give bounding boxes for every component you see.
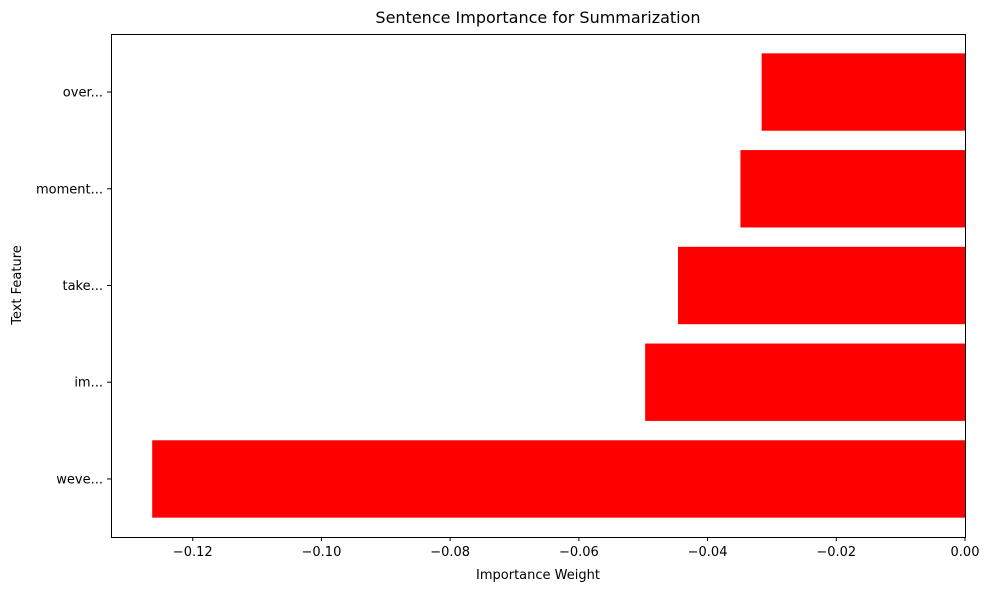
bar-4: [761, 53, 965, 131]
y-tick-label: weve...: [56, 472, 103, 487]
bar-1: [645, 343, 965, 421]
bar-2: [677, 246, 965, 325]
x-tick-label: −0.04: [688, 545, 728, 560]
y-tick-label: over...: [63, 86, 103, 101]
y-ticks-group: weve... im... take... moment... over...: [36, 86, 111, 487]
x-tick-label: 0.00: [951, 545, 980, 560]
chart-title: Sentence Importance for Summarization: [375, 8, 700, 27]
x-tick-label: −0.10: [302, 545, 342, 560]
x-ticks-group: −0.12 −0.10 −0.08 −0.06 −0.04 −0.02 0.00: [173, 537, 980, 560]
bar-3: [740, 150, 965, 228]
plot-frame: [111, 34, 966, 538]
y-tick-label: im...: [74, 376, 103, 391]
bars-group: [152, 53, 966, 518]
x-tick-label: −0.12: [173, 545, 213, 560]
bar-0: [152, 440, 966, 518]
y-axis-label: Text Feature: [10, 245, 25, 326]
x-tick-label: −0.02: [816, 545, 856, 560]
y-tick-label: moment...: [36, 182, 103, 197]
x-tick-label: −0.06: [559, 545, 599, 560]
x-axis-label: Importance Weight: [476, 568, 600, 583]
y-tick-label: take...: [62, 279, 103, 294]
x-tick-label: −0.08: [430, 545, 470, 560]
